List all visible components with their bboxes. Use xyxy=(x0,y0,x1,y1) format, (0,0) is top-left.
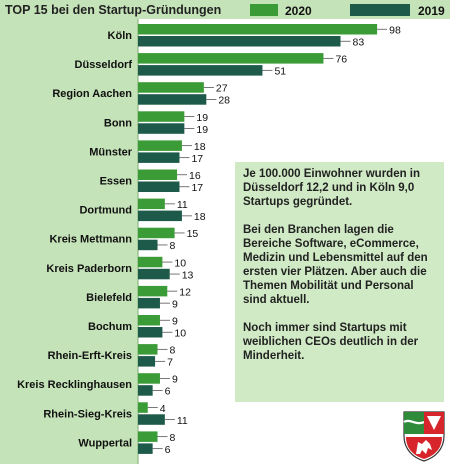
legend-label-2020: 2020 xyxy=(285,4,312,18)
category-label: Düsseldorf xyxy=(75,59,133,71)
bar-2020 xyxy=(138,431,158,442)
category-label: Münster xyxy=(89,146,133,158)
bar-2019 xyxy=(138,356,156,367)
data-label-2019: 13 xyxy=(182,269,194,281)
data-label-2020: 19 xyxy=(196,112,208,124)
data-label-2019: 7 xyxy=(167,357,173,369)
category-label: Kreis Paderborn xyxy=(46,263,132,275)
data-label-2020: 11 xyxy=(177,199,188,211)
data-label-2019: 28 xyxy=(218,95,230,107)
data-label-2019: 6 xyxy=(165,444,171,456)
data-label-2019: 18 xyxy=(194,211,206,223)
legend-label-2019: 2019 xyxy=(418,4,445,18)
bar-2019 xyxy=(138,414,165,425)
data-label-2020: 9 xyxy=(172,316,178,328)
category-label: Kreis Recklinghausen xyxy=(17,379,132,391)
category-label: Bonn xyxy=(104,117,132,129)
info-note-3: Noch immer sind Startups mit weiblichen … xyxy=(243,322,419,362)
data-label-2019: 17 xyxy=(191,153,203,165)
data-label-2019: 6 xyxy=(165,386,171,398)
bar-2019 xyxy=(138,152,180,163)
data-label-2020: 9 xyxy=(172,374,178,386)
category-label: Kreis Mettmann xyxy=(49,234,132,246)
bar-2020 xyxy=(138,344,158,355)
category-label: Dortmund xyxy=(79,205,132,217)
bar-2019 xyxy=(138,36,341,47)
data-label-2019: 10 xyxy=(174,328,186,340)
category-label: Rhein-Erft-Kreis xyxy=(48,350,132,362)
data-label-2019: 51 xyxy=(274,66,286,78)
bar-2019 xyxy=(138,443,153,454)
bar-2020 xyxy=(138,373,160,384)
chart-title: TOP 15 bei den Startup-Gründungen xyxy=(5,3,221,17)
data-label-2019: 83 xyxy=(353,37,365,49)
bar-2020 xyxy=(138,227,175,239)
bar-2020 xyxy=(138,285,168,297)
data-label-2020: 76 xyxy=(335,54,347,66)
bar-2020 xyxy=(138,82,204,93)
data-label-2020: 4 xyxy=(160,403,166,415)
category-label: Essen xyxy=(100,176,133,188)
data-label-2020: 16 xyxy=(189,170,201,182)
bar-2020 xyxy=(138,256,163,268)
data-label-2019: 19 xyxy=(196,124,208,136)
data-label-2020: 15 xyxy=(187,228,199,240)
bar-2020 xyxy=(138,169,178,180)
bar-2019 xyxy=(138,65,263,76)
category-label: Köln xyxy=(108,30,133,42)
bar-2020 xyxy=(138,24,378,35)
data-label-2020: 10 xyxy=(174,257,186,269)
data-label-2019: 8 xyxy=(170,240,176,252)
bar-2019 xyxy=(138,181,180,192)
bar-2019 xyxy=(138,327,163,338)
bar-2019 xyxy=(138,123,185,134)
info-note-2: Bei den Branchen lagen die Bereiche Soft… xyxy=(243,224,428,306)
category-label: Bochum xyxy=(88,321,132,333)
data-label-2020: 27 xyxy=(216,83,228,95)
bar-2019 xyxy=(138,268,170,280)
bar-2019 xyxy=(138,210,182,222)
bar-2020 xyxy=(138,140,182,151)
data-label-2020: 98 xyxy=(389,25,401,37)
data-label-2020: 12 xyxy=(179,286,191,298)
data-label-2020: 18 xyxy=(194,141,206,153)
bar-2019 xyxy=(138,385,153,396)
bar-2020 xyxy=(138,402,148,413)
data-label-2019: 9 xyxy=(172,298,178,310)
data-label-2020: 8 xyxy=(170,345,176,357)
info-note-1: Je 100.000 Einwohner wurden in Düsseldor… xyxy=(243,168,421,208)
bar-2020 xyxy=(138,315,160,326)
nrw-coat-of-arms-icon xyxy=(403,411,445,462)
category-label: Region Aachen xyxy=(52,88,132,100)
bar-2019 xyxy=(138,297,160,309)
bar-2020 xyxy=(138,53,324,64)
data-label-2019: 11 xyxy=(177,415,188,427)
legend-swatch-2019 xyxy=(350,4,410,16)
bar-2019 xyxy=(138,239,158,251)
category-label: Bielefeld xyxy=(86,292,132,304)
category-label: Wuppertal xyxy=(78,437,132,449)
data-label-2020: 8 xyxy=(170,432,176,444)
legend-swatch-2020 xyxy=(250,4,278,16)
bar-2020 xyxy=(138,111,185,122)
title-band xyxy=(0,0,450,19)
bar-2019 xyxy=(138,94,207,105)
bar-2020 xyxy=(138,198,165,210)
info-panel: Je 100.000 Einwohner wurden in Düsseldor… xyxy=(235,162,444,402)
category-band xyxy=(0,19,138,464)
data-label-2019: 17 xyxy=(191,182,203,194)
category-label: Rhein-Sieg-Kreis xyxy=(43,408,132,420)
